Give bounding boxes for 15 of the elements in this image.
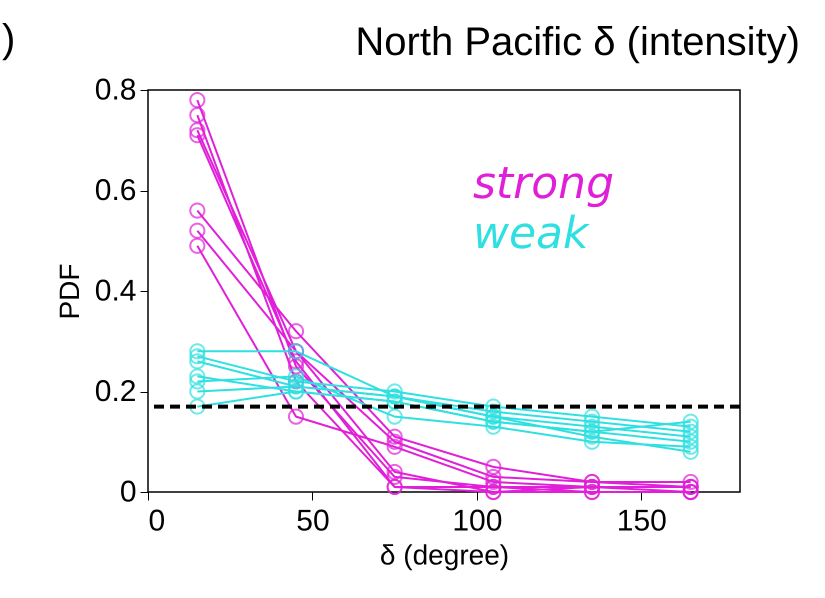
- text: weak: [473, 208, 590, 259]
- x-tick-label: 0: [148, 504, 166, 538]
- chart-title: North Pacific δ (intensity): [355, 20, 800, 64]
- x-tick-label: 150: [616, 504, 667, 538]
- y-axis-title: PDF: [54, 264, 85, 320]
- x-tick-label: 50: [296, 504, 330, 538]
- text: ): [2, 17, 16, 61]
- x-axis-title: δ (degree): [380, 540, 510, 570]
- y-tick-label: 0.6: [94, 174, 136, 207]
- y-tick-label: 0.2: [94, 375, 136, 408]
- y-tick-label: 0: [120, 476, 136, 508]
- text: strong: [473, 158, 614, 209]
- y-tick-label: 0.4: [94, 274, 136, 308]
- y-tick-label: 0.8: [94, 74, 136, 106]
- x-tick-label: 100: [452, 504, 502, 538]
